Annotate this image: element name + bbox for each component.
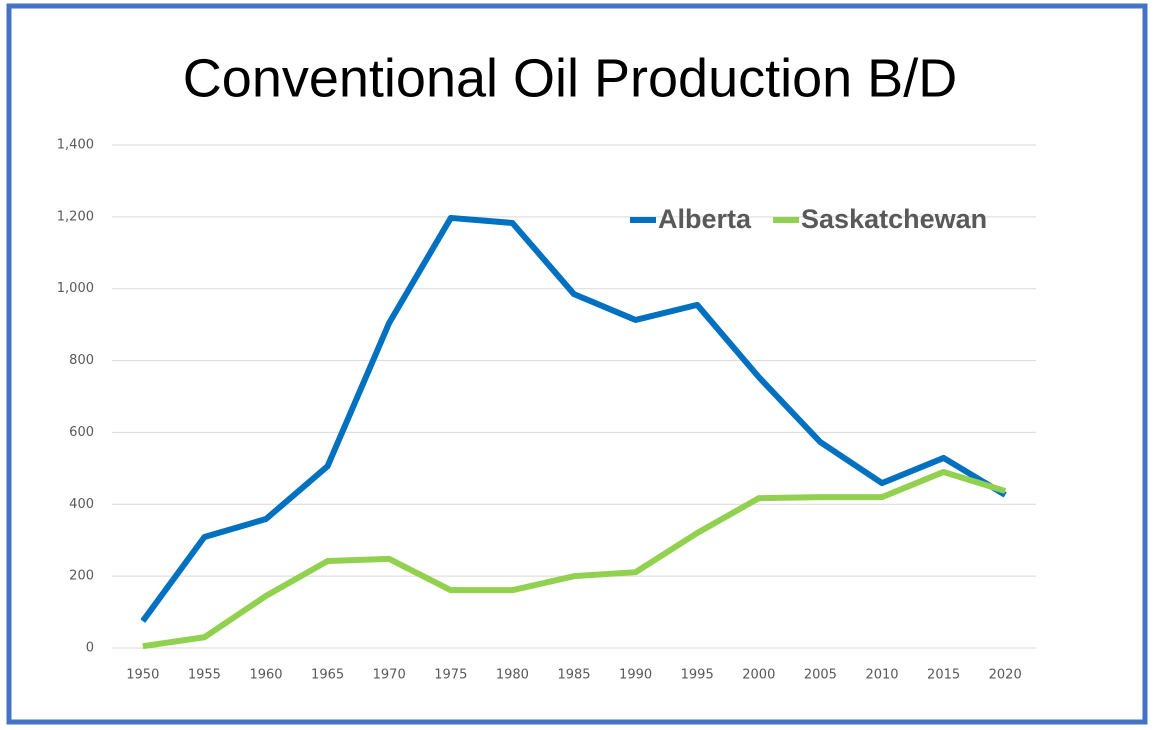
legend-label: Saskatchewan <box>801 204 987 234</box>
x-tick-label: 1970 <box>373 668 406 683</box>
x-tick-label: 2000 <box>742 668 775 683</box>
series-line <box>142 468 1007 650</box>
x-tick-label: 1965 <box>311 668 344 683</box>
x-tick-label: 2010 <box>865 668 898 683</box>
x-tick-label: 2015 <box>927 668 960 683</box>
x-tick-label: 2005 <box>804 668 837 683</box>
x-tick-label: 1955 <box>188 668 221 683</box>
x-tick-label: 1985 <box>557 668 590 683</box>
y-tick-label: 800 <box>69 353 94 368</box>
y-tick-label: 200 <box>69 569 94 584</box>
y-tick-label: 1,400 <box>57 138 94 153</box>
frame <box>6 3 1148 725</box>
y-tick-label: 400 <box>69 497 94 512</box>
series-line <box>140 214 1007 623</box>
x-tick-label: 1960 <box>249 668 282 683</box>
x-tick-label: 1995 <box>681 668 714 683</box>
x-tick-label: 1990 <box>619 668 652 683</box>
x-tick-label: 1975 <box>434 668 467 683</box>
y-tick-label: 0 <box>86 641 94 656</box>
y-tick-label: 1,200 <box>57 209 94 224</box>
legend-label: Alberta <box>658 204 752 234</box>
x-tick-label: 1980 <box>496 668 529 683</box>
x-tick-label: 2020 <box>989 668 1022 683</box>
x-tick-label: 1950 <box>126 668 159 683</box>
chart-title: Conventional Oil Production B/D <box>183 48 957 108</box>
y-tick-label: 600 <box>69 425 94 440</box>
y-tick-label: 1,000 <box>57 281 94 296</box>
